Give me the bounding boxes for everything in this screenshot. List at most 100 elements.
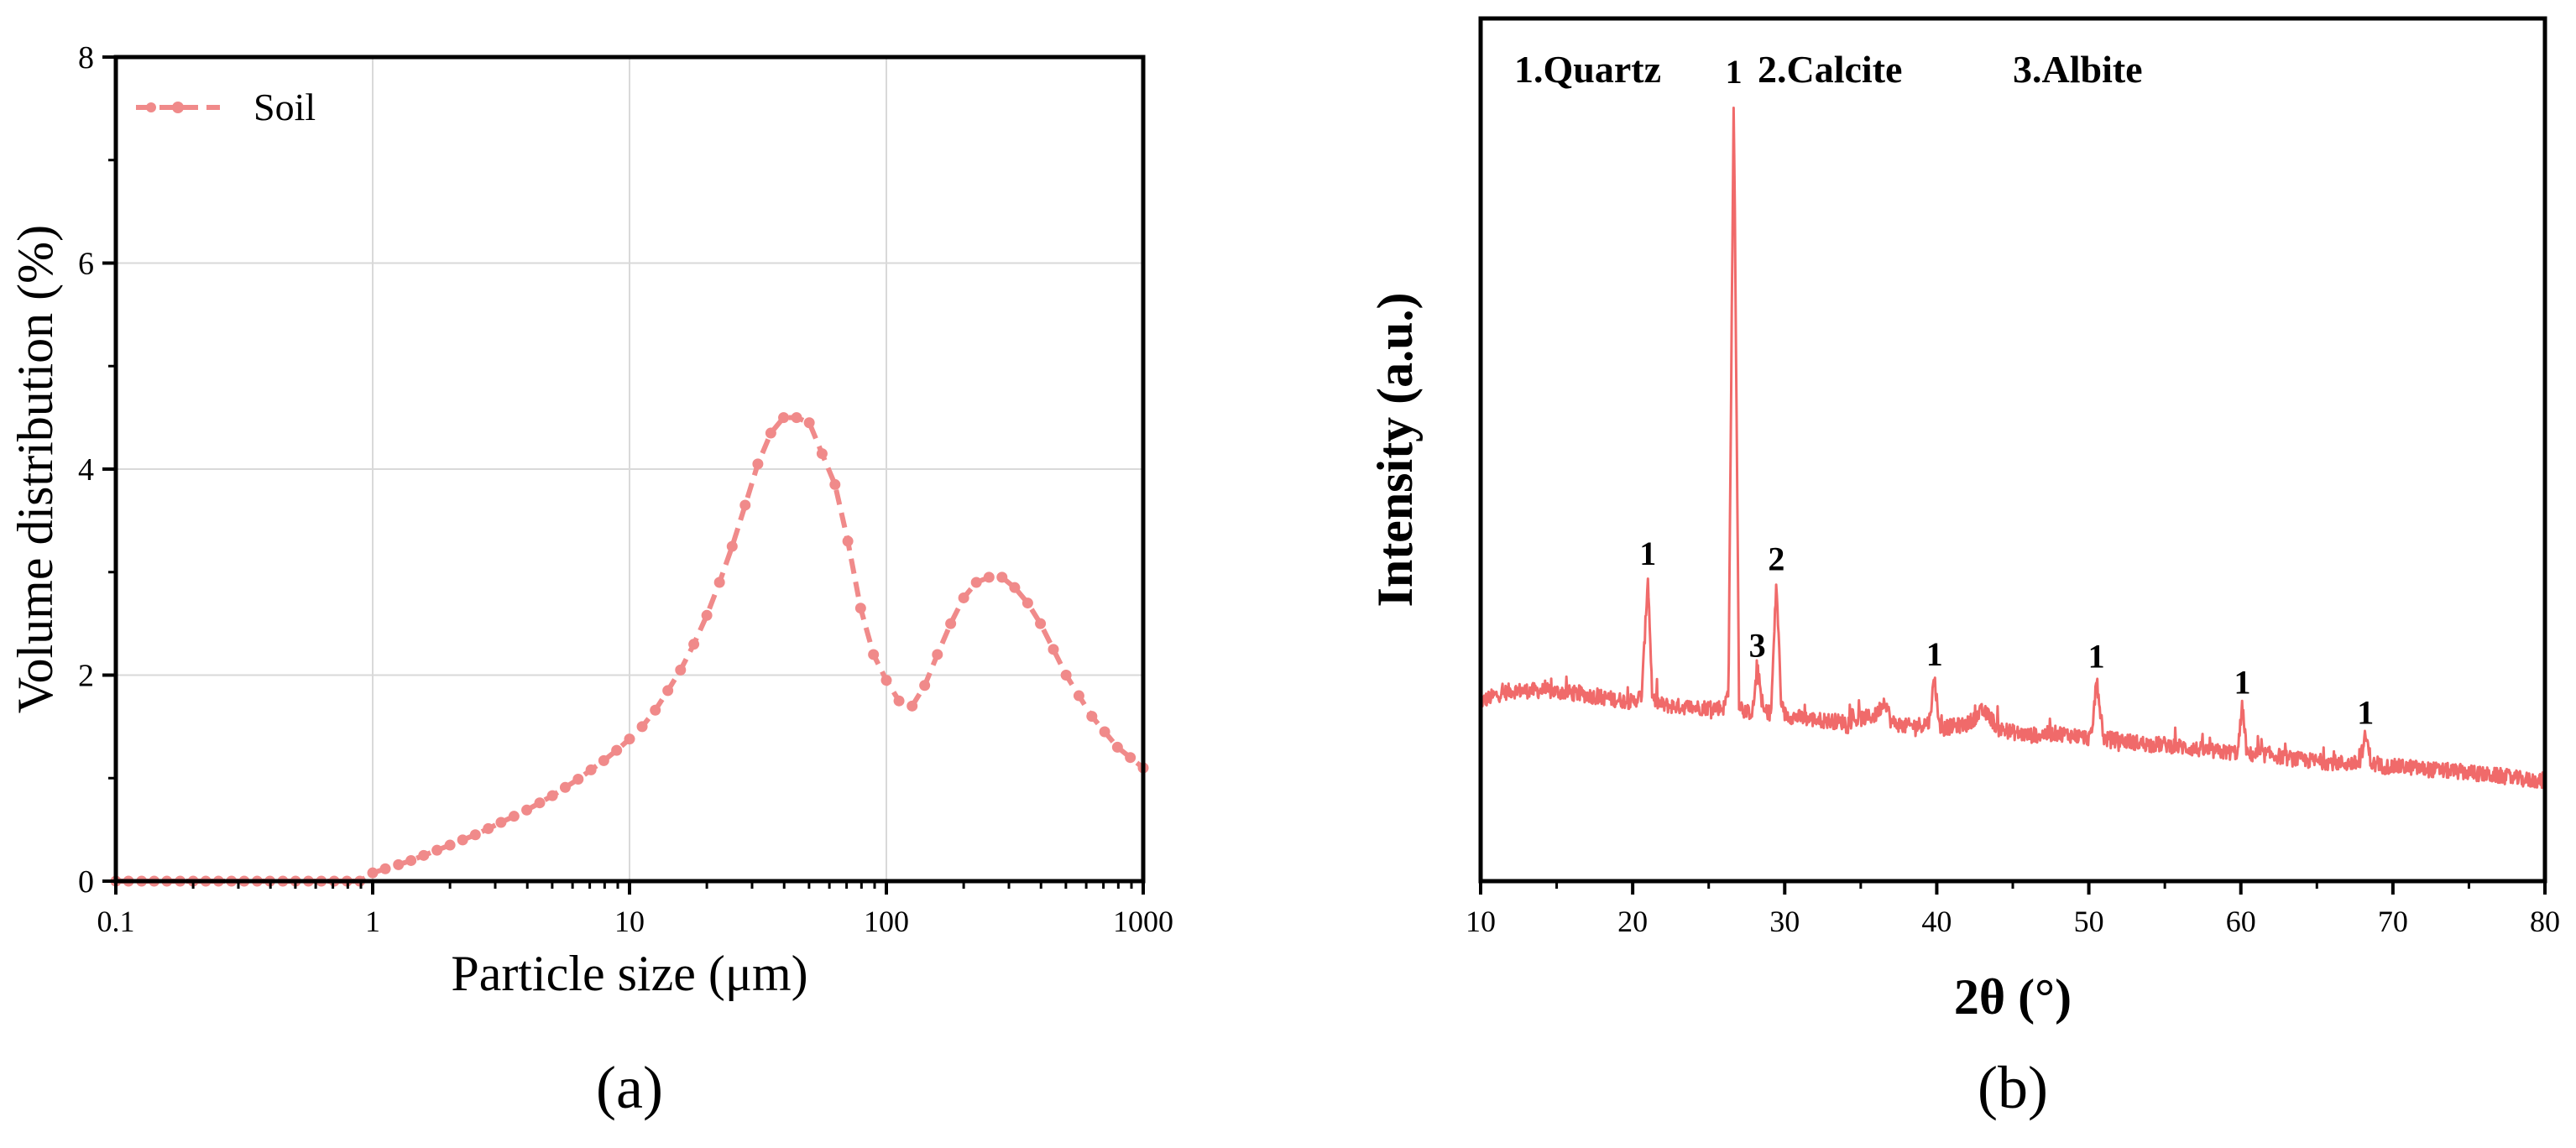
b-phase-label-albite: 3.Albite bbox=[2013, 48, 2143, 91]
a-y-tick-label: 4 bbox=[78, 452, 94, 488]
a-y-tick-label: 6 bbox=[78, 247, 94, 282]
b-x-tick-label: 20 bbox=[1617, 905, 1648, 938]
a-data-point bbox=[393, 858, 405, 870]
a-data-point bbox=[585, 764, 597, 775]
a-data-point bbox=[880, 675, 892, 686]
a-y-tick-label: 2 bbox=[78, 659, 94, 694]
a-data-point bbox=[367, 867, 379, 879]
b-peak-label: 2 bbox=[1768, 540, 1784, 578]
a-data-point bbox=[1111, 741, 1123, 753]
a-data-point bbox=[1060, 670, 1072, 681]
b-x-axis-title: 2θ (°) bbox=[1954, 969, 2072, 1025]
a-data-point bbox=[1022, 597, 1033, 609]
b-phase-label-quartz: 1.Quartz bbox=[1514, 48, 1661, 91]
a-data-point bbox=[816, 448, 828, 460]
a-data-point bbox=[970, 577, 982, 588]
b-series bbox=[1480, 107, 2547, 790]
a-data-point bbox=[854, 603, 866, 614]
b-ticks: 10 20 30 40 50 60 70 80 bbox=[1466, 881, 2560, 938]
b-x-tick-label: 30 bbox=[1769, 905, 1800, 938]
a-data-point bbox=[444, 839, 456, 851]
a-data-point bbox=[650, 704, 661, 716]
a-x-tick-label: 100 bbox=[864, 905, 909, 938]
a-data-point bbox=[791, 412, 802, 424]
a-legend-label: Soil bbox=[253, 86, 316, 128]
b-series-line-xrd bbox=[1480, 107, 2547, 790]
a-panel-label: (a) bbox=[596, 1054, 663, 1121]
a-data-point bbox=[688, 639, 700, 650]
a-legend-marker bbox=[146, 102, 156, 112]
a-data-point bbox=[1048, 644, 1059, 655]
a-data-point bbox=[1099, 726, 1110, 738]
a-data-point bbox=[662, 685, 674, 697]
a-legend-marker bbox=[172, 102, 184, 113]
panel-b: 10 20 30 40 50 60 70 80 1 1 2 3 1 1 1 1 1.Quartz 2.Cal… bbox=[1367, 16, 2560, 1121]
a-data-point bbox=[1009, 582, 1021, 593]
a-data-point bbox=[636, 721, 648, 733]
a-data-point bbox=[483, 822, 494, 834]
a-grid bbox=[116, 57, 1143, 881]
a-data-point bbox=[1086, 711, 1098, 723]
a-data-point bbox=[611, 744, 623, 756]
panel-a: 0.1 1 10 100 1000 0 2 4 6 8 Soil Particle size (μ… bbox=[8, 40, 1173, 1121]
b-peak-label: 3 bbox=[1749, 626, 1766, 664]
b-x-tick-label: 80 bbox=[2530, 905, 2560, 938]
a-data-point bbox=[932, 649, 943, 660]
a-data-point bbox=[803, 417, 815, 429]
b-phase-label-calcite: 2.Calcite bbox=[1758, 48, 1902, 91]
b-x-tick-label: 50 bbox=[2074, 905, 2104, 938]
a-data-point bbox=[868, 649, 880, 660]
a-data-point bbox=[521, 804, 533, 816]
a-data-point bbox=[701, 609, 713, 621]
b-panel-label: (b) bbox=[1978, 1054, 2048, 1121]
a-data-point bbox=[598, 754, 609, 766]
a-data-point bbox=[752, 458, 764, 470]
a-data-point bbox=[508, 811, 520, 822]
b-peak-label: 1 bbox=[2234, 663, 2251, 701]
a-legend: Soil bbox=[136, 86, 316, 128]
a-data-point bbox=[379, 863, 391, 874]
a-data-point bbox=[996, 571, 1008, 583]
a-y-axis-title: Volume distribution (%) bbox=[8, 225, 63, 713]
a-y-tick-label: 8 bbox=[78, 40, 94, 76]
a-data-point bbox=[919, 680, 931, 691]
b-x-tick-label: 70 bbox=[2378, 905, 2408, 938]
b-x-tick-label: 60 bbox=[2226, 905, 2256, 938]
a-data-point bbox=[624, 733, 635, 745]
a-data-point bbox=[778, 412, 790, 424]
a-x-tick-label: 1 bbox=[365, 905, 380, 938]
a-data-point bbox=[546, 790, 558, 801]
a-data-point bbox=[983, 571, 995, 583]
a-data-point bbox=[405, 854, 417, 866]
b-phase-legend: 1.Quartz 2.Calcite 3.Albite bbox=[1514, 48, 2143, 91]
a-data-point bbox=[945, 618, 957, 629]
a-data-point bbox=[1073, 690, 1084, 702]
a-data-point bbox=[713, 577, 725, 588]
a-data-point bbox=[431, 844, 443, 856]
b-peak-annotations: 1 1 2 3 1 1 1 1 bbox=[1639, 53, 2374, 732]
a-data-point bbox=[559, 781, 571, 793]
b-peak-label: 1 bbox=[2357, 693, 2374, 731]
a-data-point bbox=[842, 535, 854, 547]
b-x-tick-label: 40 bbox=[1921, 905, 1952, 938]
a-data-point bbox=[418, 849, 430, 861]
a-data-point bbox=[675, 664, 687, 676]
a-data-point bbox=[726, 540, 738, 552]
b-x-tick-label: 10 bbox=[1466, 905, 1496, 938]
a-data-point bbox=[572, 773, 584, 785]
a-data-point bbox=[829, 478, 841, 490]
b-plot-frame bbox=[1478, 16, 2547, 884]
a-x-axis-title: Particle size (μm) bbox=[451, 946, 807, 1001]
a-ticks: 0.1 1 10 100 1000 0 2 4 6 8 bbox=[78, 40, 1173, 938]
a-data-point bbox=[469, 829, 481, 841]
b-peak-label: 1 bbox=[1639, 535, 1656, 572]
a-y-tick-label: 0 bbox=[78, 864, 94, 900]
a-data-point bbox=[1125, 752, 1136, 764]
a-data-point bbox=[958, 592, 969, 603]
a-data-point bbox=[1035, 618, 1047, 629]
a-data-point bbox=[534, 797, 546, 809]
b-peak-label: 1 bbox=[2088, 638, 2105, 676]
a-data-point bbox=[495, 817, 507, 828]
a-data-point bbox=[765, 427, 776, 439]
